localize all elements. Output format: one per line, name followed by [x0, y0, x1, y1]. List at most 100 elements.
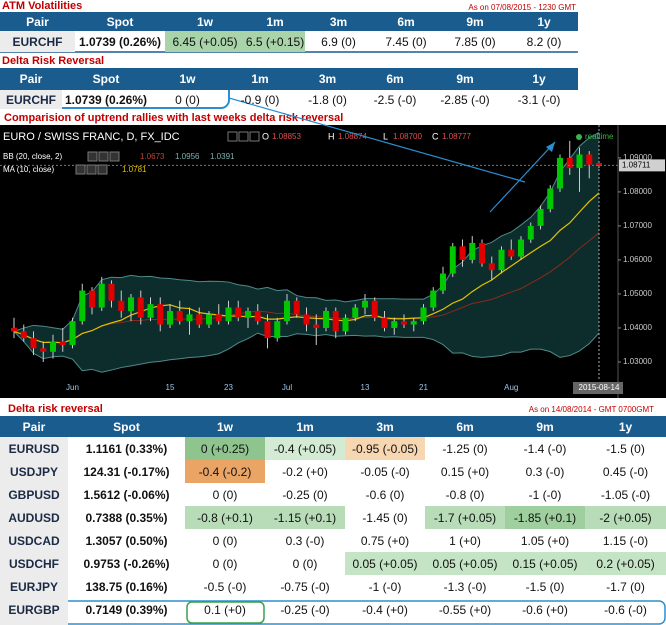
table-cell: -1.8 (0) — [308, 92, 347, 107]
candle-body — [557, 157, 563, 189]
candle-body — [410, 321, 417, 325]
candle-body — [30, 338, 37, 349]
candle-body — [245, 310, 251, 318]
table-cell: 1.3057 (0.50%) — [85, 533, 168, 548]
x-tick-label: Jun — [66, 383, 79, 392]
rr2-title: Delta risk reversal — [8, 403, 103, 415]
table-cell: -2.5 (-0) — [373, 92, 417, 107]
candle-body — [420, 307, 427, 322]
candle-body — [576, 154, 583, 169]
candle-body — [147, 304, 154, 318]
candle-body — [566, 157, 573, 169]
table-cell: -1.45 (0) — [362, 510, 408, 525]
table-cell: -0.6 (-0) — [604, 602, 647, 617]
table-cell: -0.4 (-0.2) — [185, 460, 265, 483]
table-cell: -0.25 (0) — [282, 487, 328, 502]
candle-body — [89, 290, 95, 308]
table-cell: -1.5 (0) — [525, 579, 565, 594]
price-badge-label: 1.08711 — [622, 160, 651, 169]
table-cell: 0.3 (-0) — [525, 464, 565, 479]
ohlc-value: 1.08853 — [272, 132, 301, 141]
ohlc-value: 1.08700 — [393, 132, 422, 141]
table-cell: -2.5 (+0) — [425, 621, 505, 625]
candle-body — [59, 341, 66, 345]
bollinger-lower — [13, 331, 600, 373]
table-cell: -0.9 (+0) — [265, 621, 345, 625]
candle-body — [342, 317, 349, 332]
candle-body — [20, 331, 27, 339]
table-cell: 0.3 (-0) — [285, 533, 325, 548]
candle-body — [303, 314, 310, 325]
table-cell: EURJPY — [0, 575, 68, 598]
y-tick-label: 1.05000 — [623, 289, 652, 298]
candle-body — [430, 290, 437, 308]
table-cell: 0.05 (+0.05) — [345, 552, 425, 575]
table-cell: 0.7388 (0.35%) — [85, 510, 168, 525]
y-tick-label: 1.06000 — [623, 255, 652, 264]
symbol-label: EURO / SWISS FRANC, D, FX_IDC — [3, 131, 180, 143]
table-cell: 0 (0) — [212, 487, 238, 502]
atm-note: As on 07/08/2015 - 1230 GMT — [468, 3, 576, 12]
date-badge — [573, 382, 623, 394]
candle-body — [108, 283, 115, 301]
header-cell: 9m — [430, 68, 500, 90]
header-cell: 1m — [265, 416, 345, 437]
table-cell: -1.85 (+0.1) — [505, 506, 585, 529]
ma-legend: MA (10, close) — [3, 165, 54, 174]
header-cell: Pair — [0, 416, 68, 437]
bb-value: 1.0956 — [175, 152, 200, 161]
table-cell: 0.9753 (-0.26%) — [83, 556, 170, 571]
table-cell: 0.2 (+0.05) — [585, 552, 666, 575]
candle-body — [11, 327, 17, 332]
y-tick-label: 1.09000 — [623, 153, 652, 162]
candle-body — [225, 307, 232, 322]
candle-body — [586, 154, 593, 165]
candle-body — [332, 310, 339, 332]
header-cell: 1y — [510, 12, 578, 31]
table-cell: 0 (0) — [292, 556, 318, 571]
table-cell: -1.7 (0) — [606, 579, 645, 594]
candle-body — [235, 307, 242, 318]
header-cell: 3m — [295, 68, 360, 90]
ohlc-key: L — [383, 131, 388, 141]
candle-body — [371, 300, 378, 318]
candle-body — [50, 341, 56, 352]
table-cell: -3.1 (-0) — [585, 621, 666, 625]
realtime-label: realtime — [585, 132, 614, 141]
table-cell: -1.8 (0) — [345, 621, 425, 625]
table-cell: -1.3 (-0) — [443, 579, 487, 594]
legend-button — [97, 164, 108, 175]
table-cell: 0.15 (+0) — [440, 464, 490, 479]
table-cell: -1 (-0) — [528, 487, 562, 502]
candle-body — [313, 324, 320, 328]
table-cell: 0.15 (+0.05) — [505, 552, 585, 575]
y-tick-label: 1.04000 — [623, 323, 652, 332]
header-cell: 6m — [360, 68, 430, 90]
table-cell: -1 (-0) — [368, 579, 402, 594]
header-cell: 9m — [440, 12, 510, 31]
table-cell: 1.1161 (0.33%) — [85, 441, 168, 456]
table-cell: GBPUSD — [0, 483, 68, 506]
x-tick-label: 2015-08-14 — [579, 383, 620, 392]
price-badge — [619, 159, 665, 172]
table-cell: 1 (+0) — [449, 533, 481, 548]
table-cell: 124.31 (-0.17%) — [83, 464, 170, 479]
candle-body — [206, 314, 212, 325]
table-cell: 1.05 (+0) — [520, 533, 570, 548]
legend-button — [109, 151, 120, 162]
ohlc-value: 1.08874 — [338, 132, 367, 141]
candle-body — [381, 317, 388, 328]
table-cell: 7.45 (0) — [385, 34, 427, 49]
table-cell: -1.05 (-0) — [600, 487, 651, 502]
candle-body — [128, 297, 134, 311]
table-cell: 0 (+0.25) — [185, 437, 265, 460]
table-cell: USDJPY — [0, 460, 68, 483]
bollinger-upper — [13, 131, 600, 332]
header-cell: 1w — [185, 416, 265, 437]
bb-value: 1.0673 — [140, 152, 165, 161]
rr2-note: As on 14/08/2014 - GMT 0700GMT — [528, 405, 654, 414]
legend-button — [98, 151, 109, 162]
candle-body — [508, 249, 515, 257]
table-cell: 0.1 (+0) — [204, 602, 246, 617]
table-cell: 6.45 (+0.05) — [165, 31, 245, 52]
